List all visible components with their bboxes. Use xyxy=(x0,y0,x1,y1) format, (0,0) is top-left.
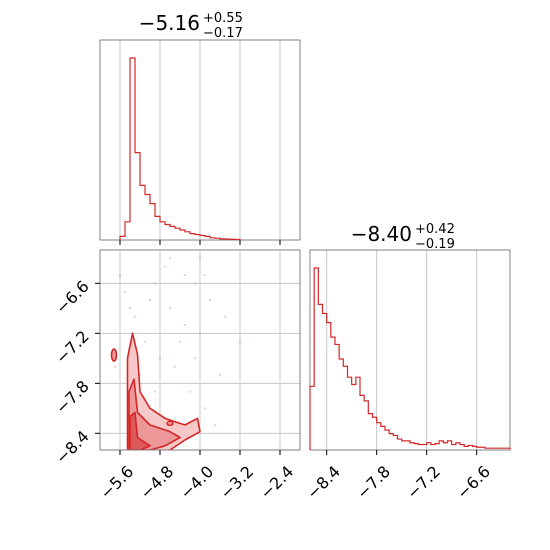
scatter-point xyxy=(163,265,167,268)
histogram-1-title-median: −5.16 xyxy=(139,11,200,35)
scatter-point xyxy=(238,340,242,343)
scatter-point xyxy=(213,423,217,427)
histogram-2-ticks xyxy=(326,450,478,455)
scatter-point xyxy=(203,407,207,410)
scatter-point xyxy=(168,307,172,310)
scatter-point xyxy=(123,290,127,293)
scatter-point xyxy=(198,257,202,260)
histogram-1-title-minus: −0.17 xyxy=(203,26,243,41)
scatter-point xyxy=(113,365,117,368)
scatter-point xyxy=(118,273,122,277)
histogram-2-steps xyxy=(309,267,511,450)
scatter-point xyxy=(178,340,182,343)
histogram-2-frame xyxy=(309,249,511,451)
scatter-point xyxy=(183,273,187,277)
histogram-2-title-minus: −0.19 xyxy=(415,237,455,252)
scatter-point xyxy=(218,373,222,377)
contour-island xyxy=(166,420,174,427)
scatter-point xyxy=(148,298,152,302)
scatter-point xyxy=(188,390,192,393)
scatter-point xyxy=(153,390,157,393)
scatter-point xyxy=(173,365,177,368)
histogram-1-gridlines xyxy=(119,40,281,240)
scatter-point xyxy=(143,340,147,343)
contour-level-2 xyxy=(128,378,181,450)
histogram-2-title-plus: +0.42 xyxy=(415,222,455,237)
scatter-point xyxy=(193,282,197,285)
histogram-1-title-plus: +0.55 xyxy=(203,11,243,26)
scatter-point xyxy=(133,315,137,318)
histogram-1-steps xyxy=(119,57,241,241)
scatter-point xyxy=(158,357,162,360)
scatter-points xyxy=(113,257,242,427)
contour-island xyxy=(110,348,118,362)
scatter-point xyxy=(168,257,172,260)
scatter-point xyxy=(183,323,187,327)
scatter-point xyxy=(193,357,197,360)
histogram-2-title-median: −8.40 xyxy=(351,222,412,246)
histogram-panel-1: −5.16 +0.55 −0.17 xyxy=(99,11,301,245)
contour-ticks xyxy=(95,282,281,455)
scatter-point xyxy=(153,282,157,285)
scatter-point xyxy=(128,307,132,310)
histogram-1-ticks xyxy=(119,240,281,245)
scatter-point xyxy=(208,298,212,302)
contour-level-3 xyxy=(129,411,151,450)
scatter-point xyxy=(203,273,207,277)
contour-levels xyxy=(110,332,201,450)
scatter-point xyxy=(198,332,202,335)
scatter-point xyxy=(223,315,227,318)
